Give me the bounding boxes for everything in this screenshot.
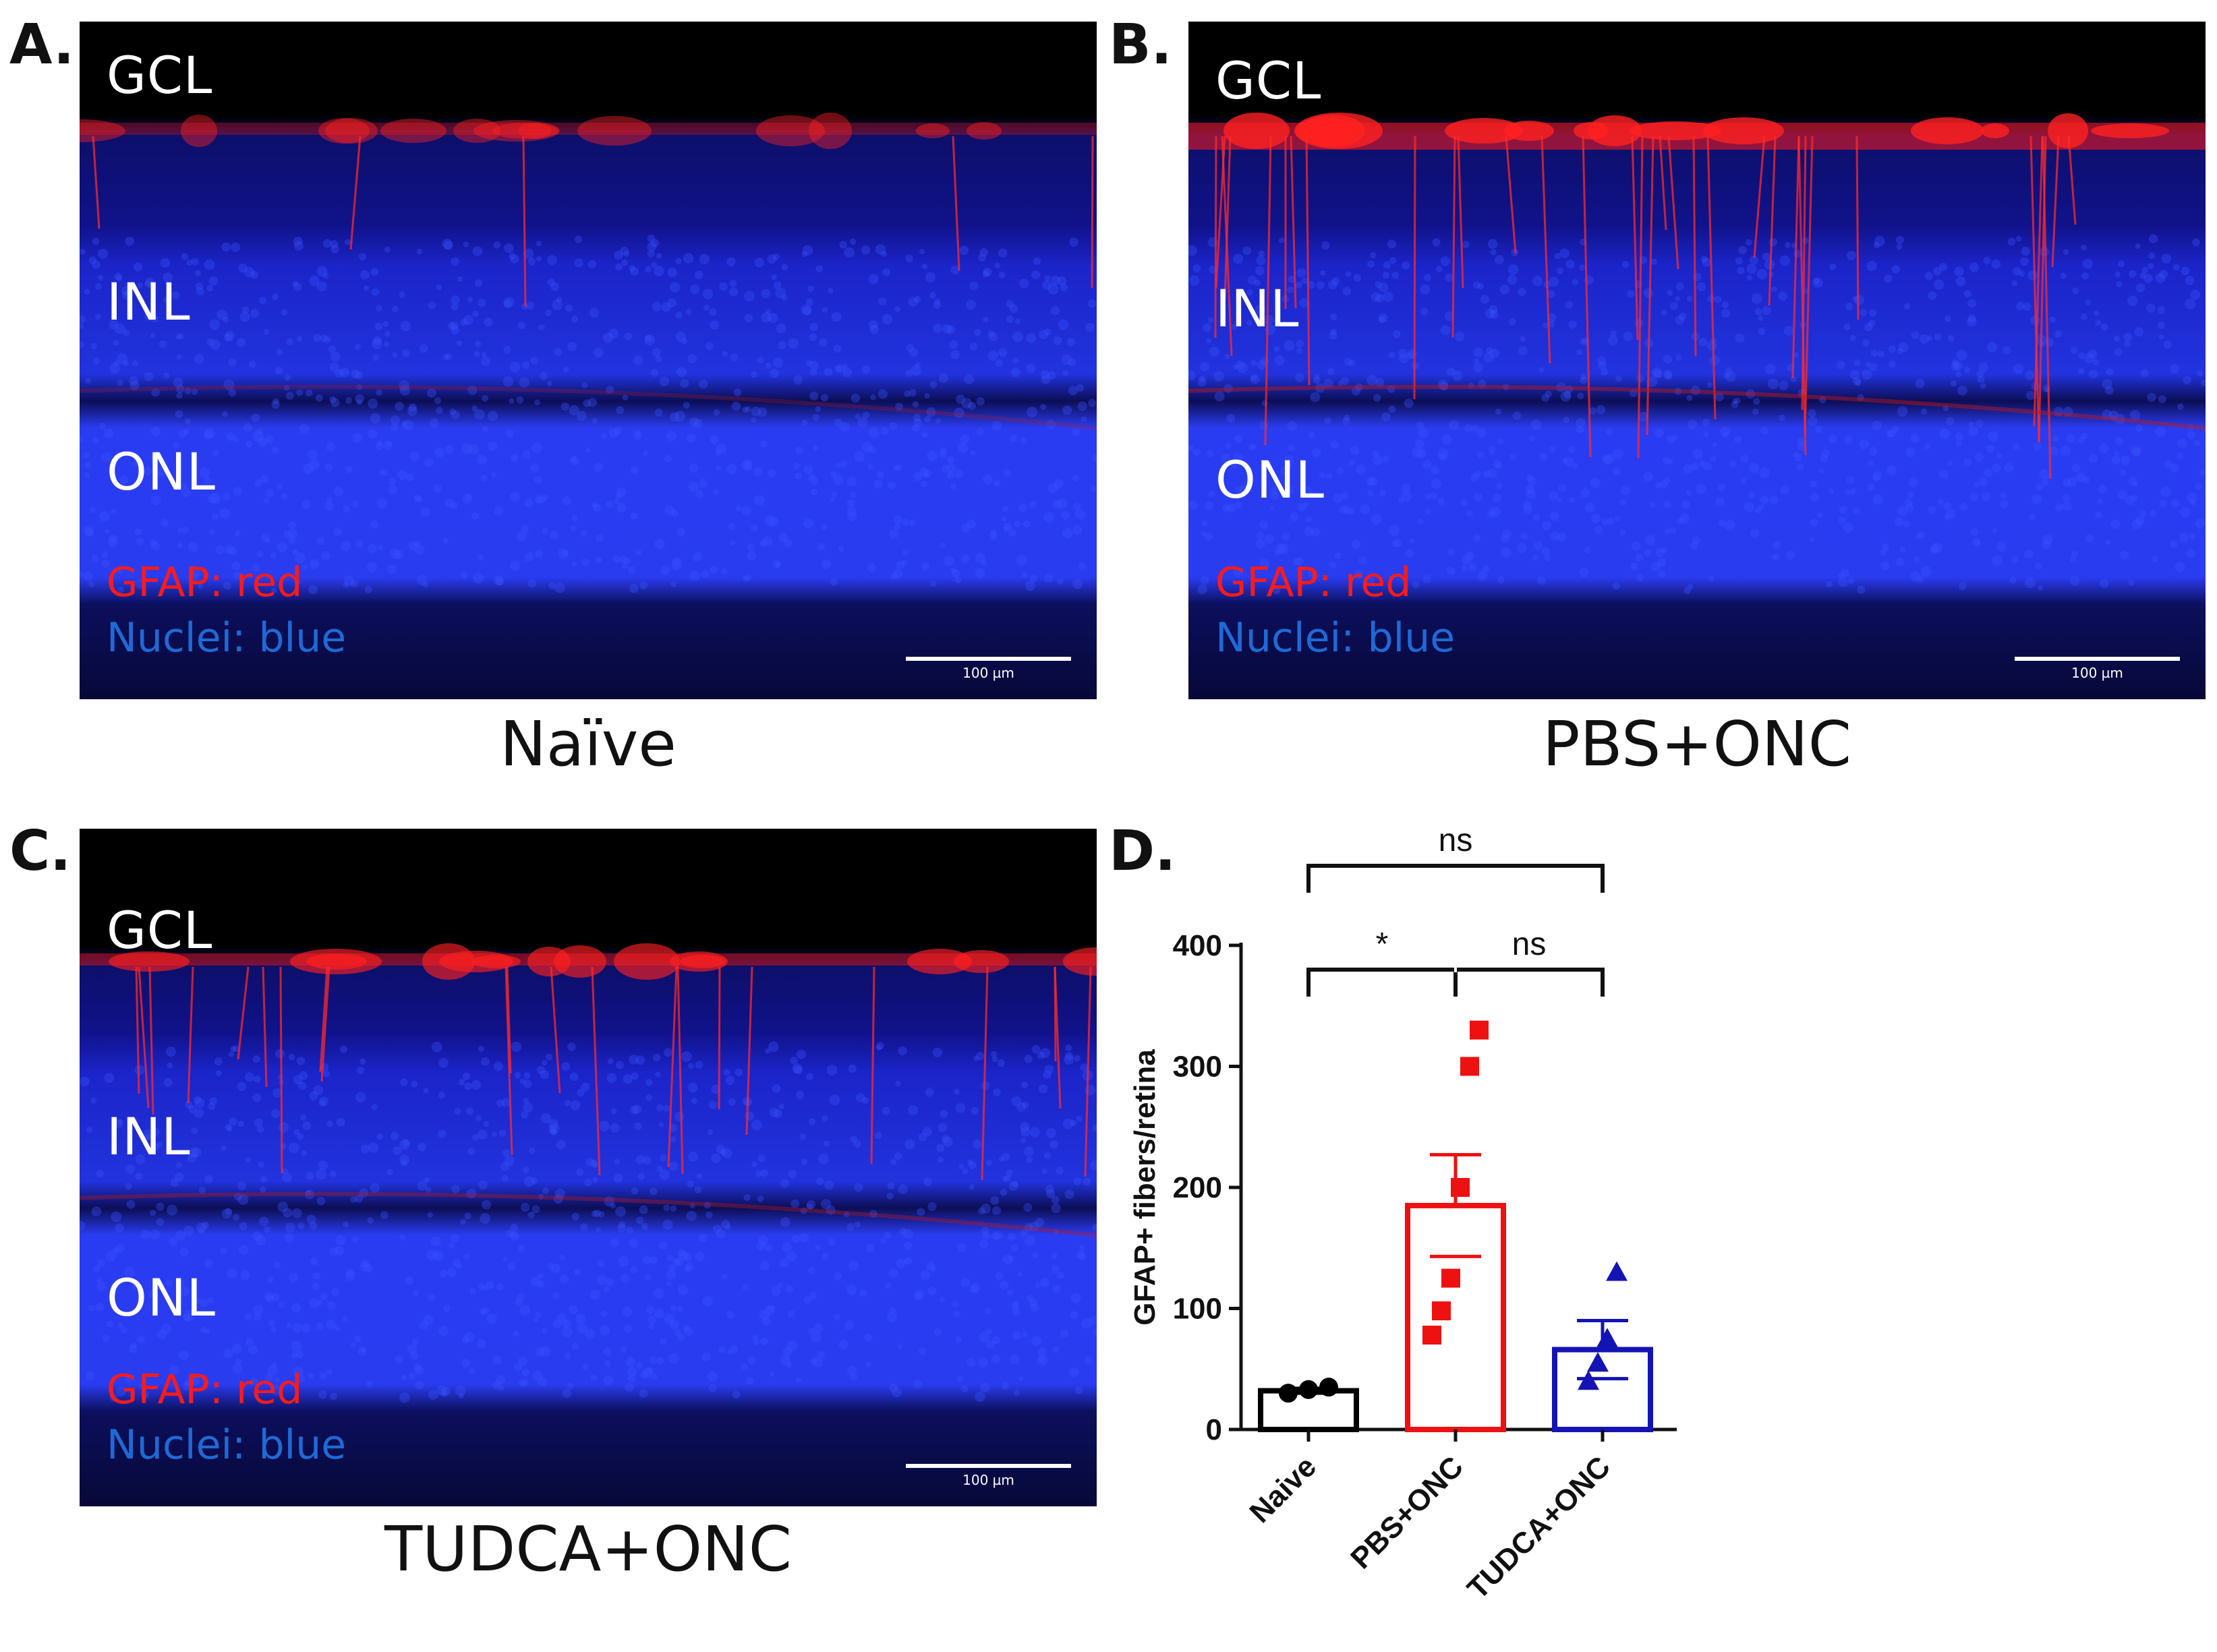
- caption-naive: Naïve: [500, 708, 676, 780]
- layer-label-inl: INL: [107, 272, 191, 332]
- data-point: [1470, 1020, 1489, 1040]
- panel-letter-a: A.: [9, 13, 75, 77]
- y-tick-label: 300: [1173, 1051, 1222, 1084]
- layer-label-inl: INL: [107, 1107, 191, 1167]
- bracket-naive-tudca: [1306, 864, 1605, 893]
- layer-label-gcl: GCL: [107, 45, 213, 105]
- y-tick-label: 200: [1173, 1171, 1222, 1204]
- x-tick-label: PBS+ONC: [1344, 1450, 1470, 1575]
- y-tick-label: 400: [1173, 929, 1222, 962]
- data-point: [1596, 1328, 1618, 1348]
- data-point: [1422, 1325, 1441, 1345]
- layer-label-onl: ONL: [1215, 450, 1325, 510]
- panel-letter-c: C.: [9, 819, 71, 883]
- retina-image: [1188, 22, 2206, 699]
- data-point: [1451, 1178, 1470, 1197]
- layer-label-gcl: GCL: [1215, 51, 1322, 111]
- scale-bar: [2015, 657, 2180, 661]
- data-point: [1319, 1378, 1338, 1397]
- bar-chart: 0 100 200 300 400 GFAP+ fibers/retina Naive PBS…: [1128, 823, 1677, 1605]
- legend-gfap: GFAP: red: [107, 559, 303, 606]
- bracket-naive-pbs: [1306, 968, 1458, 997]
- bar-pbs-onc: [1405, 1202, 1506, 1432]
- tissue: [80, 22, 1097, 699]
- panel-letter-b: B.: [1109, 13, 1172, 77]
- x-tick-label: Naive: [1243, 1450, 1323, 1529]
- data-point: [1432, 1301, 1451, 1321]
- y-tick-label: 100: [1173, 1293, 1222, 1326]
- micrograph-tudca-onc: GCL INL ONL GFAP: red Nuclei: blue 100 µm: [80, 829, 1097, 1506]
- panel-letter-d: D.: [1109, 819, 1176, 883]
- legend-nuclei: Nuclei: blue: [1215, 614, 1456, 661]
- legend-gfap: GFAP: red: [1215, 559, 1412, 606]
- scale-bar-label: 100 µm: [962, 665, 1014, 681]
- layer-label-inl: INL: [1215, 278, 1300, 338]
- tissue: [80, 829, 1097, 1506]
- micrograph-naive: GCL INL ONL GFAP: red Nuclei: blue 100 µm: [80, 22, 1097, 699]
- data-point: [1299, 1380, 1318, 1399]
- bracket-naive-tudca-label: ns: [1439, 823, 1473, 858]
- micrograph-pbs-onc: GCL INL ONL GFAP: red Nuclei: blue 100 µm: [1188, 22, 2206, 699]
- data-point: [1578, 1370, 1599, 1390]
- data-point: [1587, 1352, 1609, 1372]
- bracket-pbs-tudca: [1453, 968, 1605, 997]
- retina-image: [80, 829, 1097, 1506]
- layer-label-onl: ONL: [107, 442, 217, 502]
- x-tick-label: TUDCA+ONC: [1461, 1450, 1617, 1605]
- bracket-pbs-tudca-label: ns: [1512, 926, 1547, 962]
- data-point: [1279, 1384, 1298, 1403]
- legend-gfap: GFAP: red: [107, 1366, 303, 1413]
- y-tick-label: 0: [1206, 1413, 1222, 1446]
- data-point: [1606, 1261, 1628, 1281]
- scale-bar-label: 100 µm: [962, 1472, 1014, 1488]
- bracket-naive-pbs-label: *: [1376, 926, 1389, 962]
- scale-bar: [906, 657, 1071, 661]
- data-point: [1460, 1057, 1479, 1076]
- legend-nuclei: Nuclei: blue: [107, 614, 347, 661]
- y-axis-label: GFAP+ fibers/retina: [1128, 1049, 1161, 1326]
- caption-pbs-onc: PBS+ONC: [1543, 708, 1851, 780]
- scale-bar: [906, 1464, 1071, 1468]
- layer-label-gcl: GCL: [107, 900, 213, 960]
- layer-label-onl: ONL: [107, 1268, 217, 1328]
- caption-tudca-onc: TUDCA+ONC: [384, 1513, 793, 1585]
- scale-bar-label: 100 µm: [2071, 665, 2123, 681]
- legend-nuclei: Nuclei: blue: [107, 1421, 347, 1469]
- retina-image: [80, 22, 1097, 699]
- data-point: [1441, 1268, 1460, 1288]
